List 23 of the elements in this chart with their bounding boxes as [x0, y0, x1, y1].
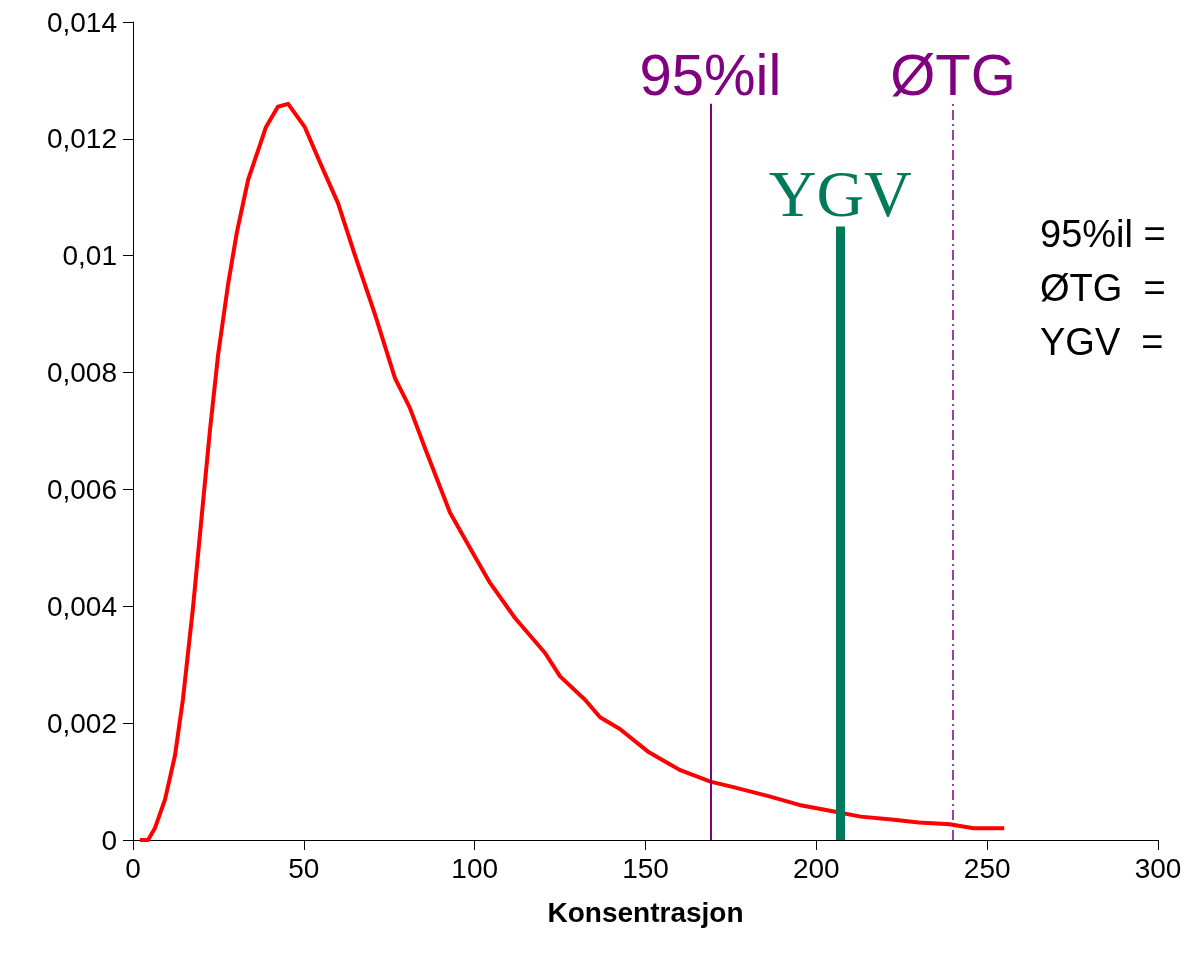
x-tick-label: 0 [125, 852, 141, 884]
annotation: ØTG = [1040, 267, 1166, 309]
y-tick-label: 0 [101, 824, 117, 856]
y-tick-label: 0,008 [46, 357, 117, 389]
x-tick-label: 100 [451, 852, 499, 884]
x-tick-label: 250 [963, 852, 1011, 884]
annotation: YGV = [1040, 321, 1164, 363]
ref-line-label: 95%il [639, 42, 782, 108]
y-tick-label: 0,006 [46, 473, 117, 505]
x-axis-title: Konsentrasjon [547, 896, 744, 928]
x-tick-label: 200 [792, 852, 840, 884]
x-tick-label: 50 [288, 852, 320, 884]
y-tick-label: 0,002 [46, 707, 117, 739]
y-tick-label: 0,004 [46, 590, 117, 622]
ref-line-label: YGV [768, 157, 912, 230]
x-tick-label: 300 [1134, 852, 1182, 884]
ref-line-label: ØTG [890, 42, 1016, 108]
y-tick-label: 0,01 [62, 240, 117, 272]
annotation: 95%il = [1040, 213, 1166, 255]
y-tick-label: 0,014 [46, 6, 117, 38]
x-tick-label: 150 [622, 852, 669, 884]
line-series [137, 101, 1007, 842]
y-tick-label: 0,012 [46, 123, 117, 155]
